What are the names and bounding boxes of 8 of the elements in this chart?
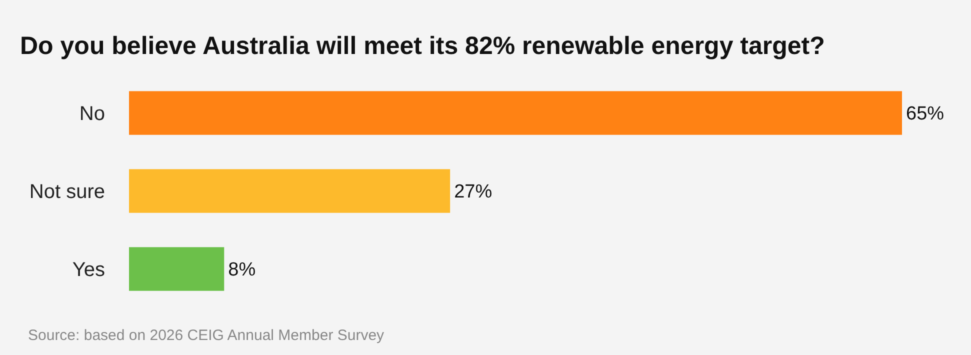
y-tick-label: Not sure (29, 181, 105, 203)
chart-title: Do you believe Australia will meet its 82% renewable energy target? (20, 32, 825, 60)
y-tick-label: No (79, 103, 105, 125)
data-label: 27% (454, 182, 492, 203)
y-tick-label: Yes (72, 259, 105, 281)
data-label: 8% (228, 260, 256, 281)
data-label: 65% (906, 104, 944, 125)
source-note: Source: based on 2026 CEIG Annual Member Survey (28, 327, 385, 344)
